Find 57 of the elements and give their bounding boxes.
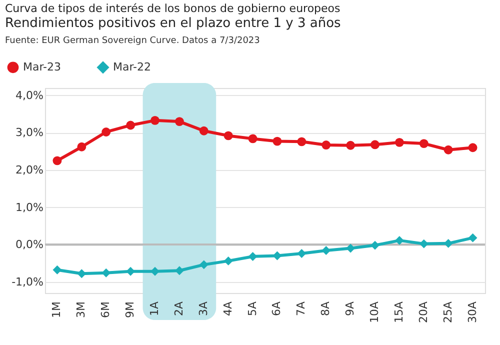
x-tick-label: 8A [319, 301, 332, 316]
y-tick-label: 3,0% [16, 126, 44, 140]
x-tick-label: 20A [416, 301, 430, 324]
x-tick-label: 5A [246, 301, 259, 316]
point [199, 260, 208, 270]
x-tick-label: 3A [196, 301, 210, 316]
point [174, 117, 184, 126]
x-tick-label: 1A [148, 301, 161, 316]
y-tick-label: 1,0% [16, 200, 44, 214]
point [370, 240, 380, 250]
point [394, 236, 404, 245]
x-tick-label: 9M [124, 302, 137, 318]
x-tick-label: 6A [270, 301, 284, 316]
point [444, 145, 453, 154]
source-note: Fuente: EUR German Sovereign Curve. Datos a 7/3/2023 [5, 36, 260, 46]
x-tick-label: 6M [99, 302, 112, 318]
point [297, 137, 306, 146]
point [346, 140, 356, 150]
point [468, 233, 478, 242]
point [150, 266, 160, 276]
point [297, 249, 306, 258]
point [248, 134, 258, 144]
point [224, 131, 233, 140]
chart-subtitle: Rendimientos positivos en el plazo entre 1 y 3 años [5, 16, 342, 31]
x-tick-label: 2A [172, 301, 186, 316]
chart-title: Curva de tipos de interés de los bonos de gobierno europeos [5, 2, 341, 15]
point [346, 244, 356, 253]
y-tick-label: 4,0% [16, 88, 44, 102]
x-tick-label: 25A [441, 301, 454, 324]
x-tick-label: 1M [50, 302, 64, 318]
x-tick-label: 7A [294, 301, 308, 316]
point [102, 128, 111, 136]
point [370, 140, 380, 150]
x-tick-label: 4A [221, 301, 234, 316]
point [272, 136, 282, 146]
point [419, 139, 428, 148]
point [468, 143, 478, 152]
point [52, 265, 62, 274]
point [150, 116, 160, 125]
y-tick-label: 2,0% [16, 164, 44, 176]
x-tick-label: 15A [392, 301, 406, 324]
point [126, 120, 136, 130]
point [199, 126, 208, 136]
point [77, 142, 86, 152]
y-tick-label: -1,0% [12, 275, 44, 288]
x-tick-label: 9A [344, 301, 357, 316]
point [52, 156, 62, 166]
point [224, 256, 233, 266]
point [322, 140, 331, 150]
x-tick-label: 30A [466, 301, 479, 324]
legend-label: Mar-22 [113, 60, 152, 74]
point [248, 252, 258, 261]
y-tick-label: 0,0% [16, 238, 44, 252]
x-tick-label: 10A [368, 301, 381, 324]
x-tick-label: 3M [74, 302, 88, 318]
point [394, 138, 404, 147]
legend-label: Mar-23 [23, 60, 62, 74]
